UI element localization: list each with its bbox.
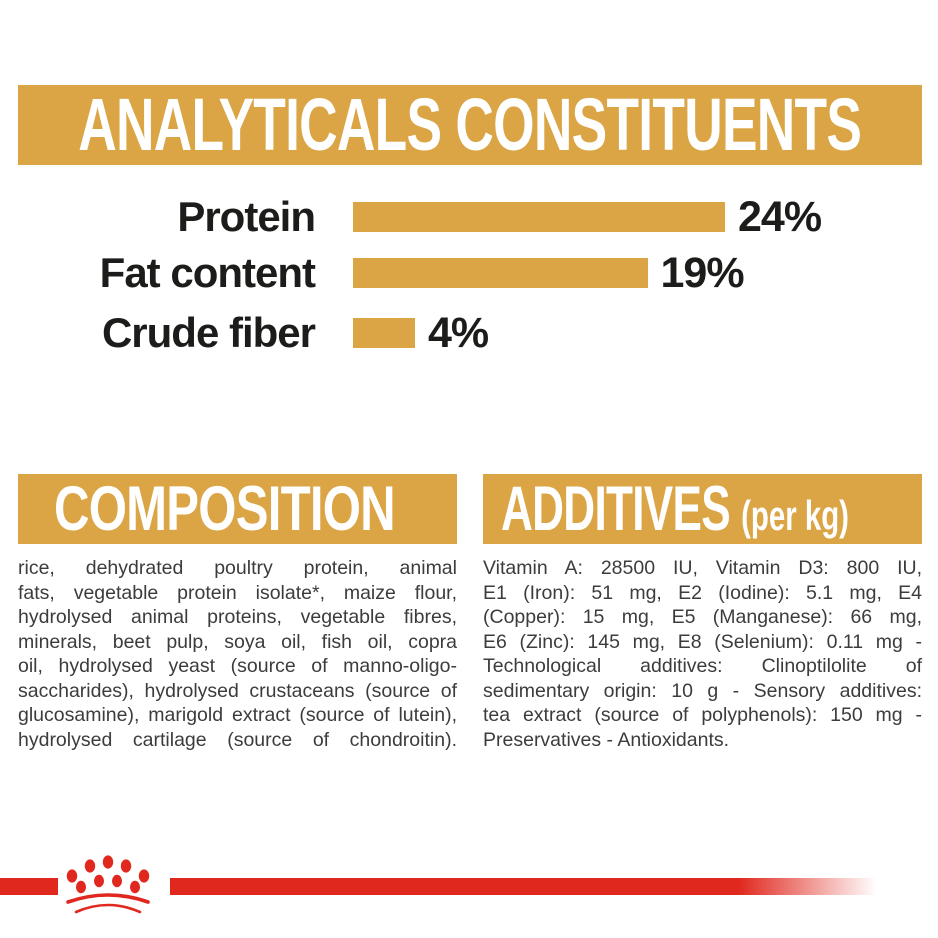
fat-content-bar: [353, 258, 648, 288]
text-line: sedimentary origin: 10 g - Sensory addit…: [483, 679, 922, 702]
chart-row-crude-fiber: Crude fiber 4%: [0, 309, 938, 357]
text-line: E6 (Zinc): 145 mg, E8 (Selenium): 0.11 m…: [483, 630, 922, 653]
composition-title: COMPOSITION: [54, 473, 396, 544]
protein-value: 24%: [738, 193, 822, 241]
composition-text: rice, dehydrated poultry protein, animal…: [18, 556, 457, 752]
crude-fiber-label: Crude fiber: [101, 309, 316, 356]
red-stripe-left: [0, 878, 58, 895]
additives-section: ADDITIVES (per kg) Vitamin A: 28500 IU, …: [483, 474, 922, 752]
crude-fiber-value: 4%: [428, 309, 489, 357]
crude-fiber-bar: [353, 318, 415, 348]
additives-title: ADDITIVES: [501, 473, 731, 544]
red-stripe-right: [170, 878, 938, 895]
text-line: Technological additives: Clinoptilolite …: [483, 655, 922, 677]
protein-bar: [353, 202, 725, 232]
chart-row-fat-content: Fat content 19%: [0, 249, 938, 297]
protein-label: Protein: [177, 193, 316, 240]
text-line: hydrolysed animal proteins, vegetable fi…: [18, 606, 457, 628]
text-line: saccharides), hydrolysed crustaceans (so…: [18, 679, 457, 702]
composition-banner: COMPOSITION: [18, 474, 457, 544]
royal-canin-crown-icon: [66, 855, 150, 914]
additives-title-row: ADDITIVES (per kg): [501, 473, 849, 544]
additives-text: Vitamin A: 28500 IU, Vitamin D3: 800 IU,…: [483, 556, 922, 752]
additives-banner: ADDITIVES (per kg): [483, 474, 922, 544]
text-line: Preservatives - Antioxidants.: [483, 728, 730, 751]
analyticals-title: ANALYTICALS CONSTITUENTS: [78, 83, 863, 166]
text-line: fats, vegetable protein isolate*, maize …: [18, 581, 457, 604]
text-line: rice, dehydrated poultry protein, animal: [18, 557, 457, 579]
text-line: minerals, beet pulp, soya oil, fish oil,…: [18, 630, 457, 653]
text-line: (Copper): 15 mg, E5 (Manganese): 66 mg,: [483, 606, 922, 628]
additives-title-suffix: (per kg): [741, 491, 849, 539]
fat-content-value: 19%: [660, 249, 745, 297]
chart-row-protein: Protein 24%: [0, 193, 938, 241]
text-line: E1 (Iron): 51 mg, E2 (Iodine): 5.1 mg, E…: [483, 581, 922, 604]
text-line: hydrolysed cartilage (source of chondroi…: [18, 728, 457, 751]
fat-content-label: Fat content: [99, 249, 316, 296]
text-line: glucosamine), marigold extract (source o…: [18, 704, 457, 726]
analyticals-banner: ANALYTICALS CONSTITUENTS: [18, 85, 922, 165]
text-line: Vitamin A: 28500 IU, Vitamin D3: 800 IU,: [483, 557, 922, 579]
text-line: tea extract (source of polyphenols): 150…: [483, 704, 922, 726]
composition-section: COMPOSITION rice, dehydrated poultry pro…: [18, 474, 457, 752]
text-line: oil, hydrolysed yeast (source of manno-o…: [18, 655, 457, 677]
